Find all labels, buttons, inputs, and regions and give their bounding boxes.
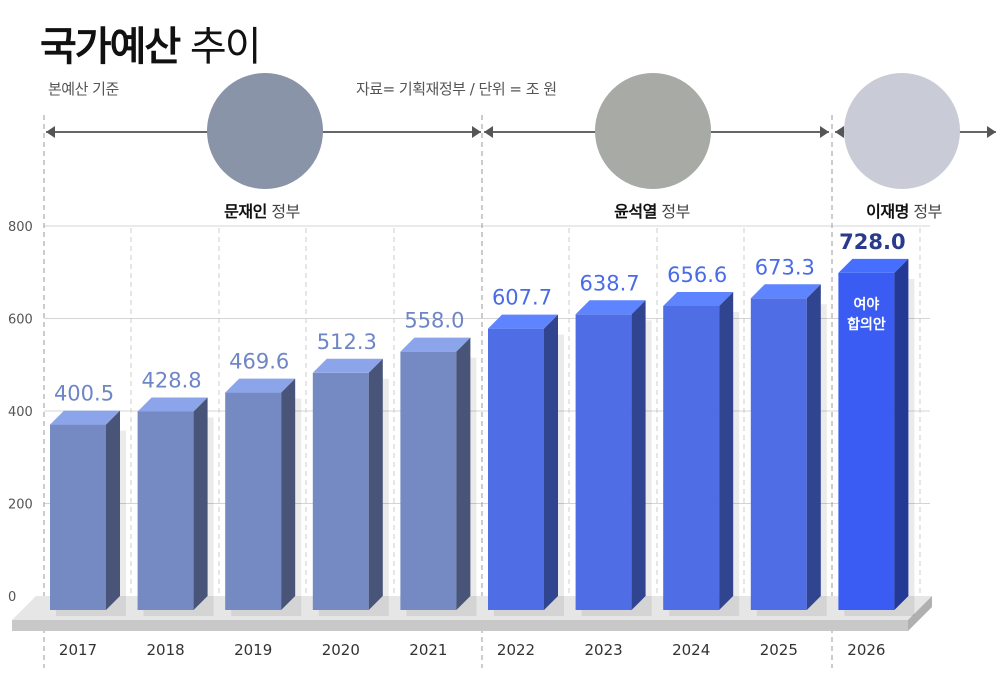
- value-label: 638.7: [580, 271, 640, 295]
- value-label: 428.8: [142, 368, 202, 392]
- value-label: 512.3: [317, 330, 377, 354]
- page-title: 국가예산 추이: [40, 24, 262, 70]
- bar-top: [750, 284, 821, 299]
- x-tick-label: 2023: [585, 641, 623, 659]
- bar-2019: [225, 378, 302, 616]
- bar-top: [575, 300, 646, 315]
- arrow-icon: [472, 126, 481, 138]
- value-label: 558.0: [404, 309, 464, 333]
- bar-2021: [400, 337, 477, 616]
- bar-top: [488, 314, 558, 329]
- bar-top: [137, 397, 208, 412]
- bar-side: [894, 258, 909, 610]
- gov-label-yoon: 윤석열 정부: [614, 202, 690, 221]
- bar-2017: [50, 410, 126, 616]
- bar-front: [312, 372, 369, 610]
- x-tick-label: 2018: [147, 641, 185, 659]
- basis-note: 본예산 기준: [48, 80, 119, 98]
- x-tick-label: 2026: [847, 641, 885, 659]
- bar-front: [225, 392, 282, 610]
- bar-top: [663, 291, 734, 306]
- y-tick-label: 0: [8, 590, 16, 605]
- bar-front: [488, 328, 544, 610]
- bar-side: [544, 314, 558, 610]
- value-label: 469.6: [229, 350, 289, 374]
- bar-side: [193, 397, 208, 610]
- gov-label-moon: 문재인 정부: [224, 202, 300, 221]
- bar-2023: [575, 300, 652, 616]
- arrow-icon: [835, 126, 844, 138]
- bar-top: [838, 258, 909, 273]
- bar-top: [225, 378, 296, 393]
- bar-side: [281, 378, 296, 610]
- chart-floor-side: [908, 596, 932, 631]
- value-label: 656.6: [667, 263, 727, 287]
- x-tick-label: 2024: [672, 641, 710, 659]
- arrow-icon: [46, 126, 55, 138]
- bar-top: [400, 337, 471, 352]
- arrow-icon: [820, 126, 829, 138]
- bar-front: [137, 411, 194, 610]
- bar-side: [456, 337, 471, 610]
- value-label: 400.5: [54, 382, 114, 406]
- bar-front: [838, 272, 895, 610]
- bar-front: [663, 305, 720, 610]
- bar-front: [750, 298, 807, 610]
- annotation-line2: 합의안: [847, 316, 886, 333]
- bar-2020: [312, 358, 389, 616]
- bar-side: [806, 284, 821, 610]
- yoon-portrait: [595, 73, 711, 189]
- chart-floor-edge: [12, 620, 908, 631]
- bar-side: [631, 300, 646, 610]
- bar-side: [719, 291, 734, 610]
- x-tick-label: 2021: [409, 641, 447, 659]
- source-note: 자료= 기획재정부 / 단위 = 조 원: [356, 80, 557, 98]
- bar-2024: [663, 291, 740, 616]
- bar-2022: [488, 314, 564, 616]
- y-tick-label: 600: [8, 313, 33, 328]
- bar-2018: [137, 397, 214, 616]
- bar-2026: [838, 258, 915, 616]
- x-tick-label: 2020: [322, 641, 360, 659]
- bar-side: [368, 358, 383, 610]
- x-tick-label: 2025: [760, 641, 798, 659]
- bar-side: [106, 410, 120, 610]
- y-tick-label: 200: [8, 498, 33, 513]
- bar-front: [400, 351, 457, 610]
- y-tick-label: 400: [8, 405, 33, 420]
- annotation-line1: 여야: [854, 296, 880, 313]
- x-tick-label: 2019: [234, 641, 272, 659]
- bar-top: [312, 358, 383, 373]
- lee-portrait: [844, 73, 960, 189]
- bar-top: [50, 410, 120, 425]
- y-tick-label: 800: [8, 220, 33, 235]
- x-tick-label: 2022: [497, 641, 535, 659]
- arrow-icon: [987, 126, 996, 138]
- arrow-icon: [484, 126, 493, 138]
- x-tick-label: 2017: [59, 641, 97, 659]
- bar-front: [50, 424, 106, 610]
- value-label: 607.7: [492, 286, 552, 310]
- bar-2025: [750, 284, 827, 616]
- gov-label-lee: 이재명 정부: [866, 202, 942, 221]
- value-label: 673.3: [755, 255, 815, 279]
- moon-portrait: [207, 73, 323, 189]
- bar-front: [575, 314, 632, 610]
- value-label: 728.0: [839, 230, 905, 254]
